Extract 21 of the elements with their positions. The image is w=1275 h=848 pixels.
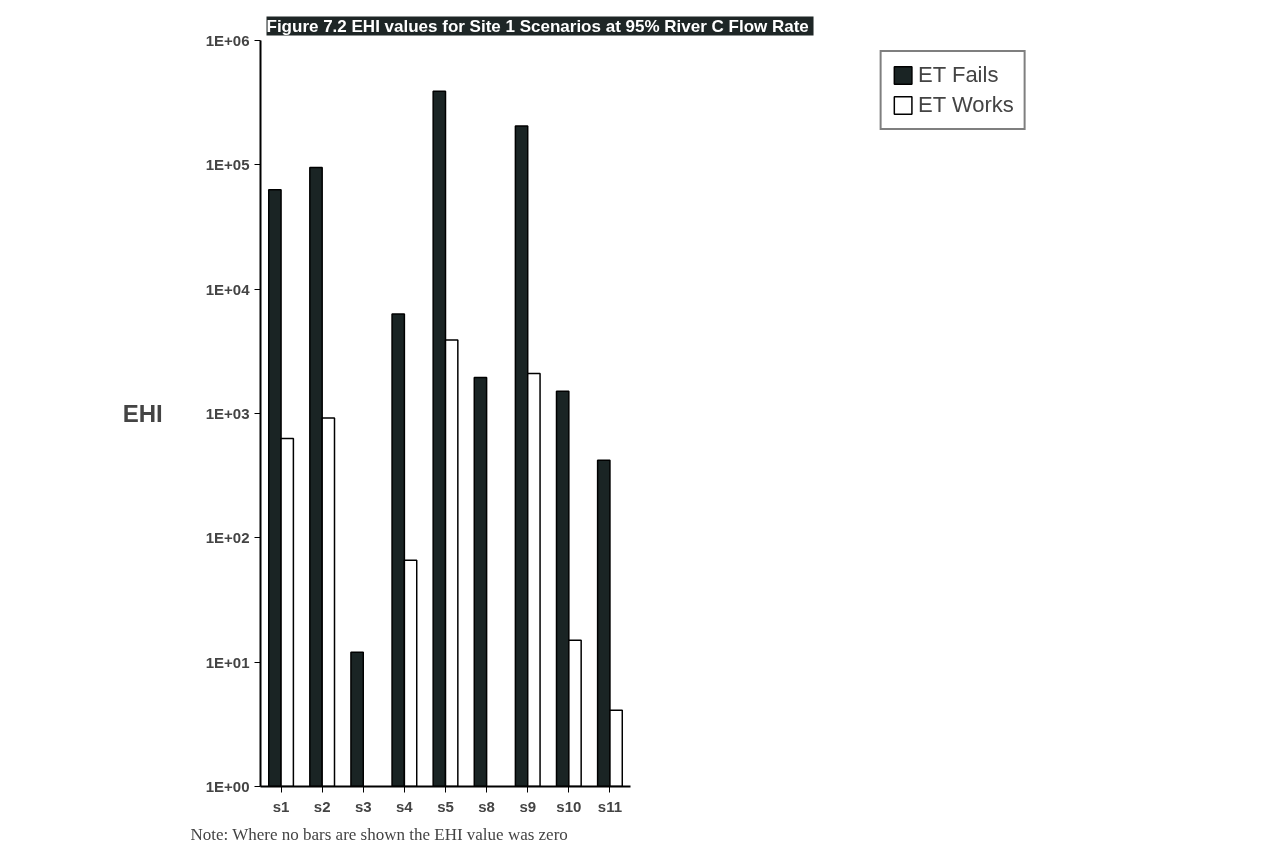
y-tick-label: 1E+00 [205,778,250,795]
y-tick-label: 1E+04 [205,280,251,298]
x-tick-label: s3 [354,797,372,815]
text: Note: Where no bars are shown the EHI value was zero [190,824,568,844]
x-tick-label: s4 [396,797,414,815]
x-tick-label: s10 [556,797,582,815]
x-tick-label: s2 [313,797,331,815]
y-tick-label: 1E+01 [205,653,250,671]
legend-label: ET Works [918,92,1014,118]
chart-title: Figure 7.2 EHI values for Site 1 Scenarios at 95% River C Flow Rate [266,16,809,36]
y-tick-label: 1E+06 [205,32,250,49]
y-axis-title: EHI [122,400,163,427]
x-tick-label: s5 [437,797,454,815]
x-tick-label: s9 [519,797,537,815]
legend-label: ET Fails [918,62,999,88]
x-tick-label: s11 [597,797,623,815]
y-tick-label: 1E+03 [205,405,250,422]
y-tick-label: 1E+05 [205,156,250,174]
x-tick-label: s1 [272,797,290,815]
y-tick-label: 1E+02 [205,529,250,547]
x-tick-label: s8 [478,797,495,815]
